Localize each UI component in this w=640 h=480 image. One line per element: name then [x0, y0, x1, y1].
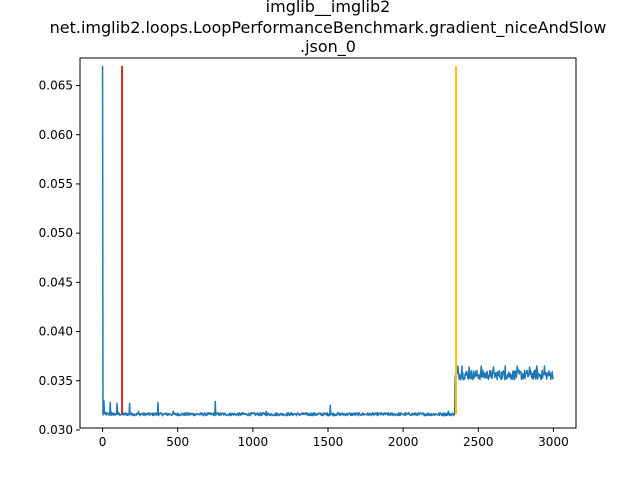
- y-tick-label: 0.055: [39, 177, 73, 191]
- y-tick-label: 0.035: [39, 374, 73, 388]
- title-line-3: .json_0: [300, 37, 356, 57]
- y-tick-label: 0.050: [39, 226, 73, 240]
- x-tick-label: 1500: [313, 435, 344, 449]
- x-axis: 0 500 1000 1500 2000 2500 3000: [99, 428, 569, 449]
- x-tick-label: 2500: [463, 435, 494, 449]
- x-tick-label: 1000: [238, 435, 269, 449]
- plot-area: [101, 65, 554, 417]
- title-line-1: imglib__imglib2: [266, 0, 391, 17]
- x-tick-label: 500: [166, 435, 189, 449]
- x-tick-label: 2000: [388, 435, 419, 449]
- chart-title: imglib__imglib2 net.imglib2.loops.LoopPe…: [50, 0, 607, 57]
- y-axis: 0.030 0.035 0.040 0.045 0.050 0.055 0.060 0.065: [39, 79, 80, 437]
- y-tick-label: 0.060: [39, 128, 73, 142]
- x-tick-label: 3000: [538, 435, 569, 449]
- y-tick-label: 0.065: [39, 79, 73, 93]
- y-tick-label: 0.045: [39, 275, 73, 289]
- y-tick-label: 0.040: [39, 325, 73, 339]
- y-tick-label: 0.030: [39, 423, 73, 437]
- title-line-2: net.imglib2.loops.LoopPerformanceBenchma…: [50, 18, 607, 38]
- x-tick-label: 0: [99, 435, 107, 449]
- series-line-0: [101, 65, 554, 417]
